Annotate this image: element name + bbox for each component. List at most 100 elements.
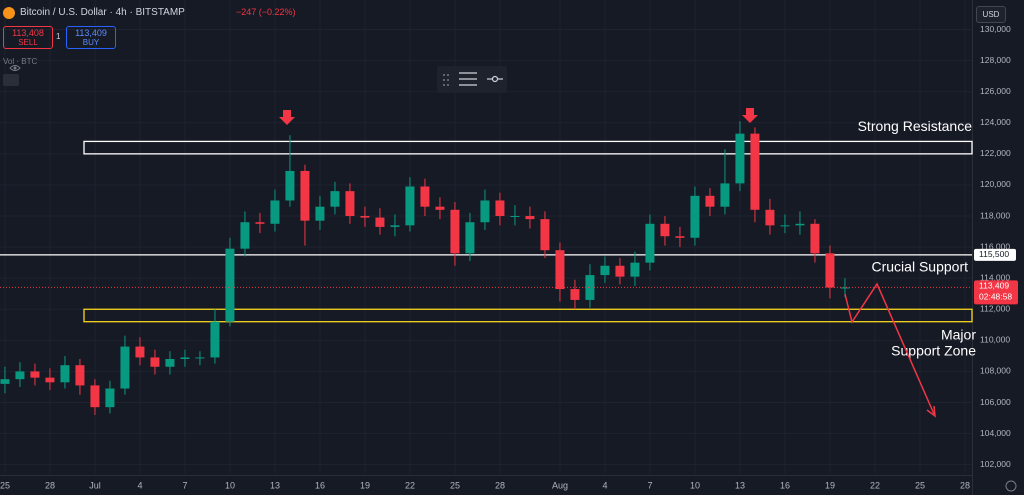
candle-body [240, 222, 250, 249]
x-tick-label: 13 [735, 480, 745, 490]
peak-arrow [279, 110, 295, 125]
y-tick-label: 118,000 [980, 210, 1010, 220]
x-tick-label: Jul [89, 480, 101, 490]
candle-body [510, 216, 520, 218]
candle-body [525, 216, 535, 220]
candle-body [165, 358, 175, 367]
candle-body [210, 321, 220, 358]
candle-body [540, 219, 550, 251]
candle-body [150, 357, 160, 367]
x-tick-label: 19 [360, 480, 370, 490]
candle-body [195, 357, 205, 359]
candle-body [180, 357, 190, 359]
candle-body [765, 209, 775, 226]
toolbar-line-icon[interactable] [487, 75, 503, 83]
candle-body [825, 253, 835, 288]
x-tick-label: 10 [225, 480, 235, 490]
candle-body [285, 170, 295, 201]
y-tick-label: 122,000 [980, 148, 1011, 158]
candle-body [585, 275, 595, 300]
last-price-label: 113,409 [979, 281, 1009, 291]
y-tick-label: 124,000 [980, 117, 1011, 127]
major-support-zone [83, 308, 973, 323]
y-tick-label: 120,000 [980, 179, 1011, 189]
toolbar-grip [443, 74, 449, 86]
sell-button[interactable]: 113,408 SELL [3, 26, 53, 49]
buy-button[interactable]: 113,409 BUY [66, 26, 116, 49]
candle-body [390, 225, 400, 227]
currency-selector[interactable]: USD [976, 6, 1006, 23]
x-tick-label: 16 [780, 480, 790, 490]
x-tick-label: 22 [405, 480, 415, 490]
candle-body [225, 248, 235, 322]
countdown-label: 02:48:58 [979, 292, 1012, 302]
x-tick-label: 13 [270, 480, 280, 490]
y-tick-label: 110,000 [980, 335, 1010, 345]
resistance-label: Strong Resistance [858, 118, 973, 134]
candle-body [810, 223, 820, 254]
buy-price: 113,409 [75, 28, 107, 38]
candle-body [600, 265, 610, 276]
buy-label: BUY [82, 38, 100, 47]
candle-body [720, 183, 730, 207]
candle-body [630, 262, 640, 277]
candle-body [615, 265, 625, 277]
candle-body [30, 371, 40, 378]
spread: 1 [56, 32, 61, 41]
candle-body [345, 191, 355, 217]
candle-body [465, 222, 475, 254]
candle-body [0, 379, 10, 384]
last-price-box [974, 280, 1018, 305]
candle-body [270, 200, 280, 224]
x-tick-label: 28 [495, 480, 505, 490]
candles [0, 121, 850, 415]
x-tick-label: 4 [602, 480, 607, 490]
candle-body [750, 133, 760, 210]
x-tick-label: 16 [315, 480, 325, 490]
candle-body [255, 222, 265, 224]
x-tick-label: 28 [45, 480, 55, 490]
candle-body [360, 216, 370, 218]
x-tick-label: 7 [182, 480, 187, 490]
x-tick-label: 4 [137, 480, 142, 490]
candle-body [435, 206, 445, 210]
collapse-button[interactable] [3, 74, 19, 86]
x-tick-label: 19 [825, 480, 835, 490]
x-tick-label: 25 [915, 480, 925, 490]
candle-body [405, 186, 415, 226]
candle-body [495, 200, 505, 217]
candle-body [330, 191, 340, 207]
candle-body [90, 385, 100, 408]
candle-body [45, 377, 55, 383]
y-tick-label: 104,000 [980, 428, 1011, 438]
candle-body [735, 133, 745, 184]
toolbar-settings-icon[interactable] [459, 72, 477, 86]
sell-price: 113,408 [12, 28, 44, 38]
candle-body [420, 186, 430, 207]
candle-body [555, 250, 565, 290]
candle-body [15, 371, 25, 380]
eye-icon-pupil [13, 66, 17, 70]
x-tick-label: 10 [690, 480, 700, 490]
candle-body [135, 346, 145, 358]
x-tick-label: 25 [450, 480, 460, 490]
projection-path [844, 282, 935, 415]
candle-body [105, 388, 115, 408]
settings-icon[interactable] [1005, 480, 1017, 492]
major-support-label: Major [941, 326, 976, 342]
candle-body [705, 195, 715, 207]
major-support-label: Support Zone [891, 342, 976, 358]
y-tick-label: 130,000 [980, 24, 1011, 34]
candle-body [840, 287, 850, 289]
y-tick-label: 128,000 [980, 55, 1011, 65]
candle-body [120, 346, 130, 389]
zones [0, 140, 973, 323]
support-price-label: 115,500 [979, 249, 1009, 259]
x-tick-label: Aug [552, 480, 568, 490]
x-tick-label: 25 [0, 480, 10, 490]
eye-icon[interactable] [9, 65, 21, 71]
candle-body [75, 365, 85, 386]
y-tick-label: 126,000 [980, 86, 1011, 96]
candle-body [570, 289, 580, 300]
